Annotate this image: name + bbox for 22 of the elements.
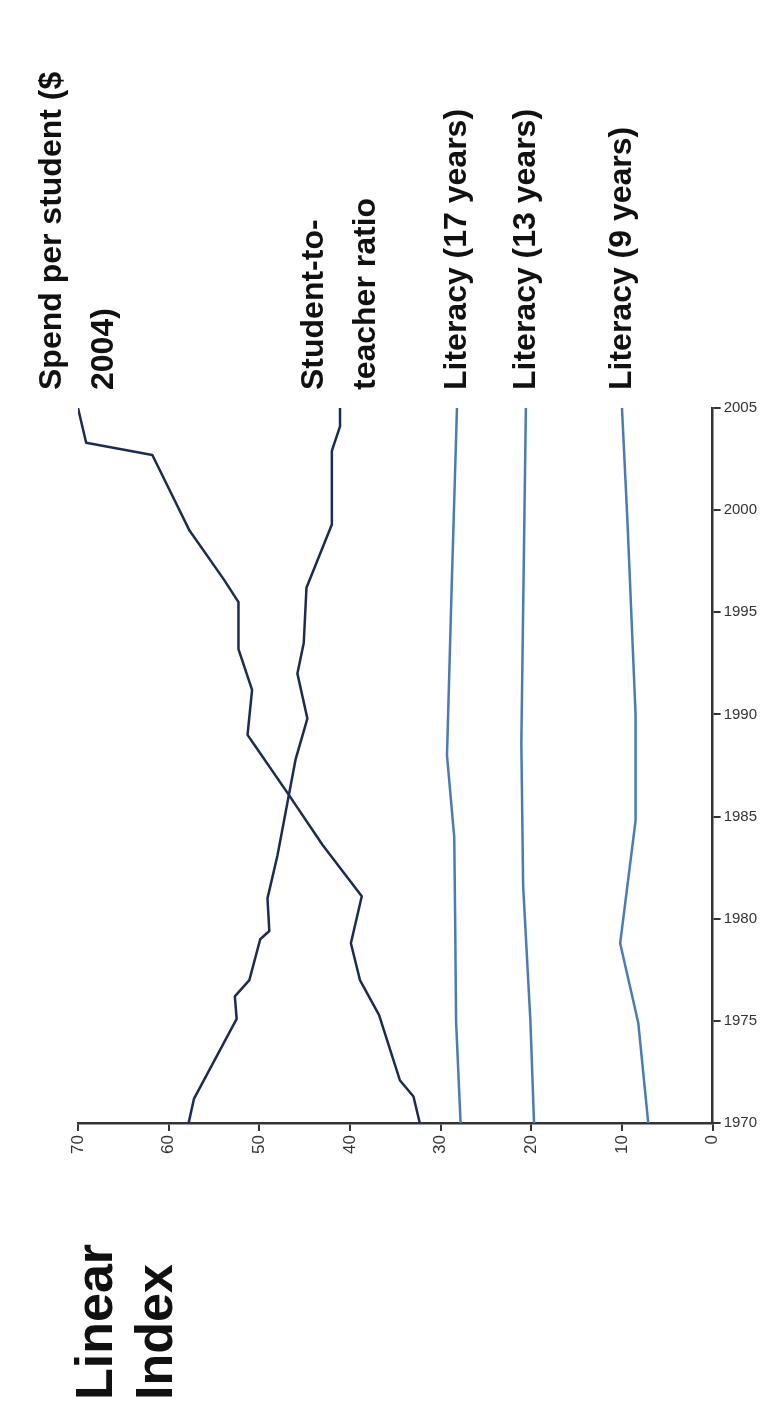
x-tick-label: 50 [249,1135,269,1155]
y-tick-label: 1975 [723,1011,758,1029]
x-tick-label: 0 [702,1135,722,1145]
y-tick-label: 1980 [723,908,758,926]
x-tick-label: 20 [521,1135,540,1155]
y-tick-label: 2005 [723,398,758,416]
y-tick-label: 1995 [723,602,758,620]
x-tick-label: 70 [67,1135,87,1155]
text: Linear Index [65,1243,184,1400]
x-tick-label: 60 [158,1135,178,1155]
x-tick-label: 10 [611,1135,631,1155]
text: Literacy (17 years) [436,108,473,390]
text: Literacy (9 years) [601,126,638,390]
text: Literacy (13 years) [505,108,542,390]
x-tick-label: 30 [430,1135,450,1155]
y-tick-label: 1985 [723,806,758,824]
y-tick-label: 1970 [723,1113,758,1131]
text: Spend per student ($ 2004) [31,71,120,390]
x-tick-label: 40 [339,1135,359,1155]
text: Student-to-teacher ratio [293,197,382,390]
y-tick-label: 2000 [723,500,758,518]
y-tick-label: 1990 [723,704,758,722]
